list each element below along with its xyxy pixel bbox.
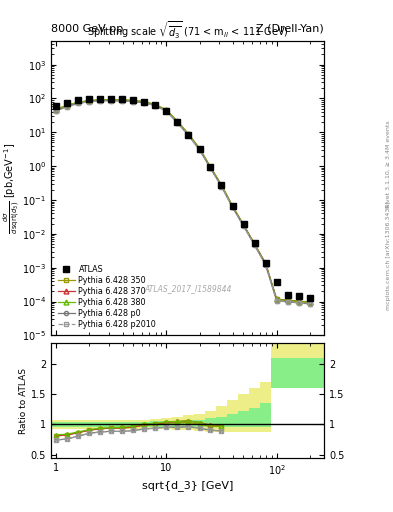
Text: Rivet 3.1.10, ≥ 3.4M events: Rivet 3.1.10, ≥ 3.4M events	[386, 120, 391, 208]
Y-axis label: Ratio to ATLAS: Ratio to ATLAS	[19, 368, 28, 434]
Text: Z (Drell-Yan): Z (Drell-Yan)	[257, 24, 324, 34]
Text: mcplots.cern.ch [arXiv:1306.3436]: mcplots.cern.ch [arXiv:1306.3436]	[386, 202, 391, 310]
Text: ATLAS_2017_I1589844: ATLAS_2017_I1589844	[144, 284, 231, 293]
Text: 8000 GeV pp: 8000 GeV pp	[51, 24, 123, 34]
X-axis label: sqrt{d_3} [GeV]: sqrt{d_3} [GeV]	[142, 480, 233, 490]
Y-axis label: $\frac{d\sigma}{d\,\mathrm{sqrt}(d_3)}$ [pb,GeV$^{-1}$]: $\frac{d\sigma}{d\,\mathrm{sqrt}(d_3)}$ …	[1, 143, 21, 233]
Title: Splitting scale $\sqrt{\overline{d_3}}$ (71 < m$_{ll}$ < 111 GeV): Splitting scale $\sqrt{\overline{d_3}}$ …	[87, 20, 288, 41]
Legend: ATLAS, Pythia 6.428 350, Pythia 6.428 370, Pythia 6.428 380, Pythia 6.428 p0, Py: ATLAS, Pythia 6.428 350, Pythia 6.428 37…	[55, 263, 159, 331]
